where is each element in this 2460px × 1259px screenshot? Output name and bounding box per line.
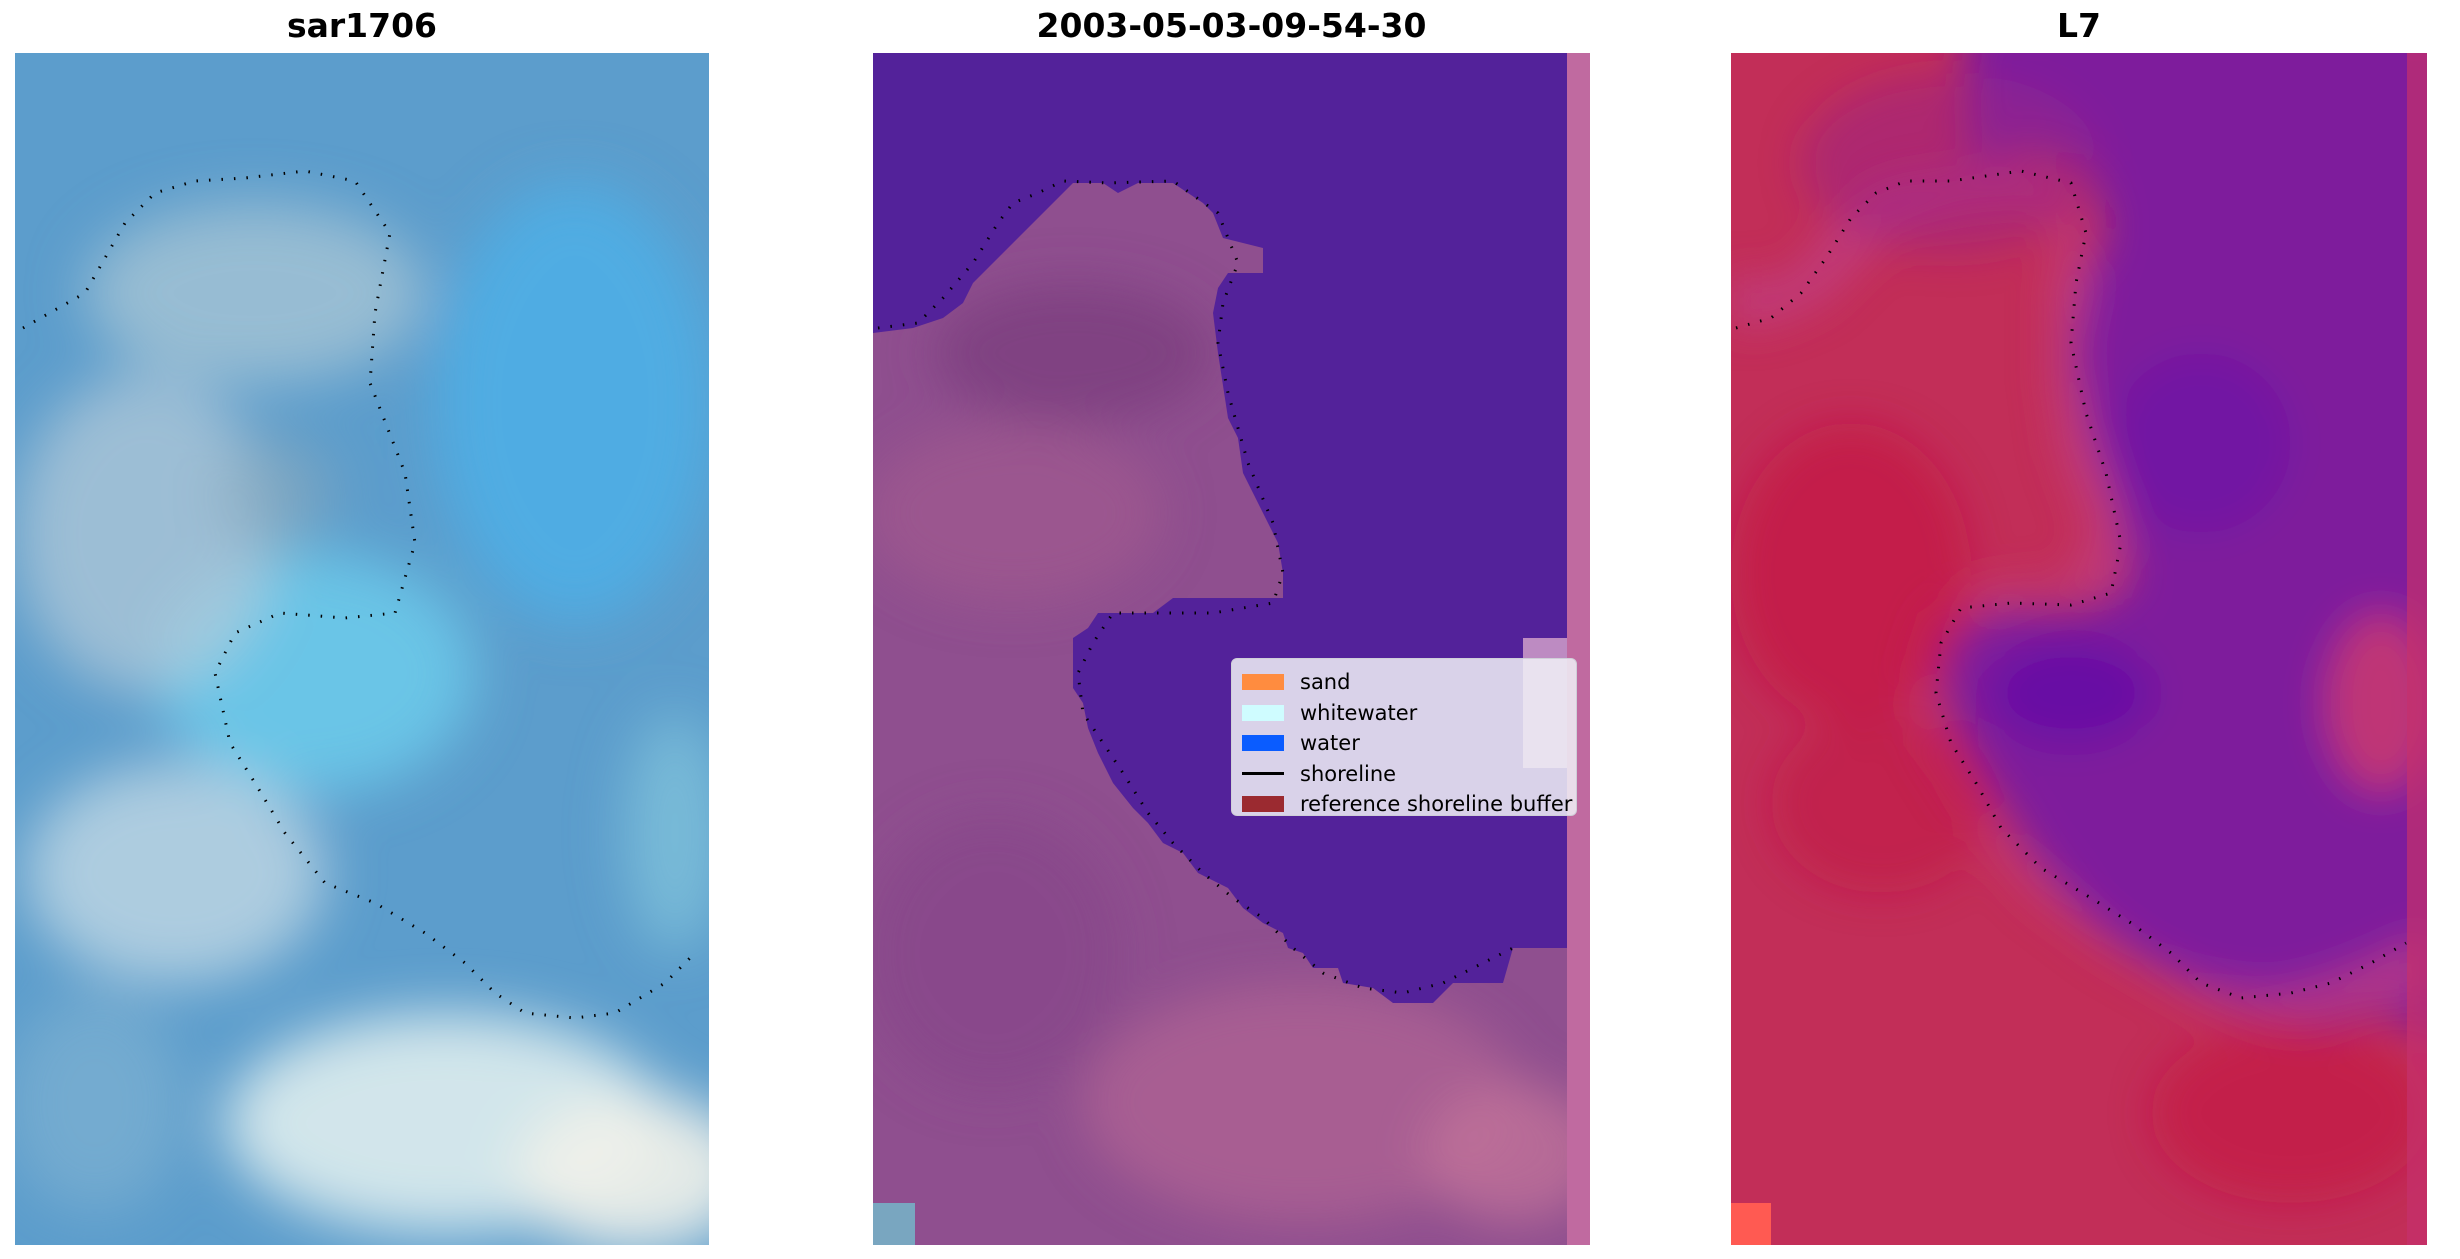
legend-swatch (1242, 674, 1284, 691)
legend-label: water (1300, 731, 1360, 756)
classification-image (873, 53, 1590, 1245)
legend: sand whitewater water shoreline referenc… (1231, 658, 1577, 816)
legend-label: whitewater (1300, 700, 1418, 725)
legend-label: sand (1300, 670, 1351, 695)
legend-item-shoreline: shoreline (1242, 759, 1566, 790)
rgb-image (15, 53, 709, 1245)
panel-title-classification: 2003-05-03-09-54-30 (1036, 6, 1427, 45)
legend-label: shoreline (1300, 761, 1397, 786)
rgb-image-panel (15, 53, 709, 1245)
index-panel (1731, 53, 2427, 1245)
legend-label: reference shoreline buffer (1300, 792, 1573, 817)
legend-swatch (1242, 796, 1284, 813)
shoreline-line (1735, 169, 2407, 1000)
panel-title-index: L7 (2057, 6, 2101, 45)
legend-swatch (1242, 704, 1284, 721)
legend-item-sand: sand (1242, 667, 1566, 698)
legend-line (1242, 772, 1284, 776)
classification-panel (873, 53, 1590, 1245)
index-image (1731, 53, 2427, 1245)
legend-item-reference-buffer: reference shoreline buffer (1242, 789, 1572, 820)
legend-item-whitewater: whitewater (1242, 698, 1566, 729)
legend-item-water: water (1242, 728, 1566, 759)
legend-swatch (1242, 735, 1284, 752)
panel-title-rgb: sar1706 (286, 6, 438, 45)
